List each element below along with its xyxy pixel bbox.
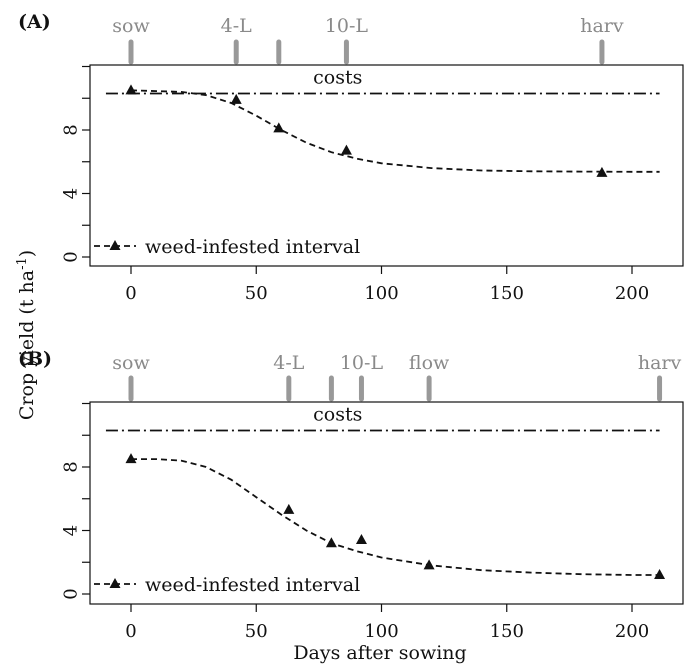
data-point	[355, 534, 367, 545]
y-tick-label: 4	[60, 525, 81, 536]
plot-frame	[89, 401, 684, 605]
plot-frame	[89, 64, 684, 267]
stage-label: harv	[580, 15, 624, 37]
stage-label: 4-L	[221, 15, 253, 37]
data-point	[273, 122, 285, 133]
x-tick-label: 50	[245, 621, 268, 642]
costs-label: costs	[313, 403, 362, 425]
x-tick-label: 100	[364, 621, 398, 642]
y-axis-title-main: Crop yield (t ha	[16, 270, 38, 420]
data-point	[340, 144, 352, 155]
legend-marker	[109, 578, 121, 588]
data-point	[596, 166, 608, 177]
x-tick-label: 0	[125, 621, 136, 642]
panel-label: (A)	[18, 11, 51, 33]
y-tick-label: 8	[60, 461, 81, 472]
costs-label: costs	[313, 66, 362, 88]
data-point	[230, 93, 242, 104]
x-tick-label: 100	[364, 283, 398, 304]
stage-label: harv	[638, 352, 682, 374]
legend-marker	[109, 240, 121, 250]
stage-label: 10-L	[340, 352, 384, 374]
x-tick-label: 200	[615, 621, 649, 642]
y-tick-label: 8	[60, 124, 81, 135]
legend-label: weed-infested interval	[145, 574, 360, 596]
data-point	[125, 453, 137, 464]
y-axis-title-close: )	[16, 250, 38, 257]
x-tick-label: 50	[245, 283, 268, 304]
stage-label: 10-L	[325, 15, 369, 37]
data-point	[283, 503, 295, 514]
panel-b: (B) sow 4-L 10-L flow harv 0 4 8 0 50 100 150 200 cost…	[18, 348, 684, 642]
stage-label: flow	[409, 352, 450, 374]
stage-label: sow	[112, 15, 150, 37]
data-point	[325, 537, 337, 548]
stage-label: 4-L	[273, 352, 305, 374]
fitted-curve	[130, 89, 660, 173]
data-point	[423, 559, 435, 570]
y-tick-label: 0	[60, 588, 81, 599]
y-axis-title: Crop yield (t ha-1)	[15, 250, 38, 420]
fitted-curve	[131, 458, 660, 576]
y-axis-title-superscript: -1	[15, 257, 30, 270]
panel-label: (B)	[18, 348, 52, 370]
x-tick-label: 0	[125, 283, 136, 304]
legend-label: weed-infested interval	[145, 236, 360, 258]
x-tick-label: 150	[490, 283, 524, 304]
x-axis-title: Days after sowing	[293, 642, 466, 664]
y-tick-label: 0	[60, 251, 81, 262]
x-tick-label: 150	[490, 621, 524, 642]
x-tick-label: 200	[615, 283, 649, 304]
panel-a: (A) sow 4-L 10-L harv 0 4 8 0 50 100 150 200 costs wee…	[18, 11, 684, 304]
y-tick-label: 4	[60, 188, 81, 199]
data-point	[125, 84, 137, 95]
stage-label: sow	[112, 352, 150, 374]
data-point	[654, 568, 666, 579]
